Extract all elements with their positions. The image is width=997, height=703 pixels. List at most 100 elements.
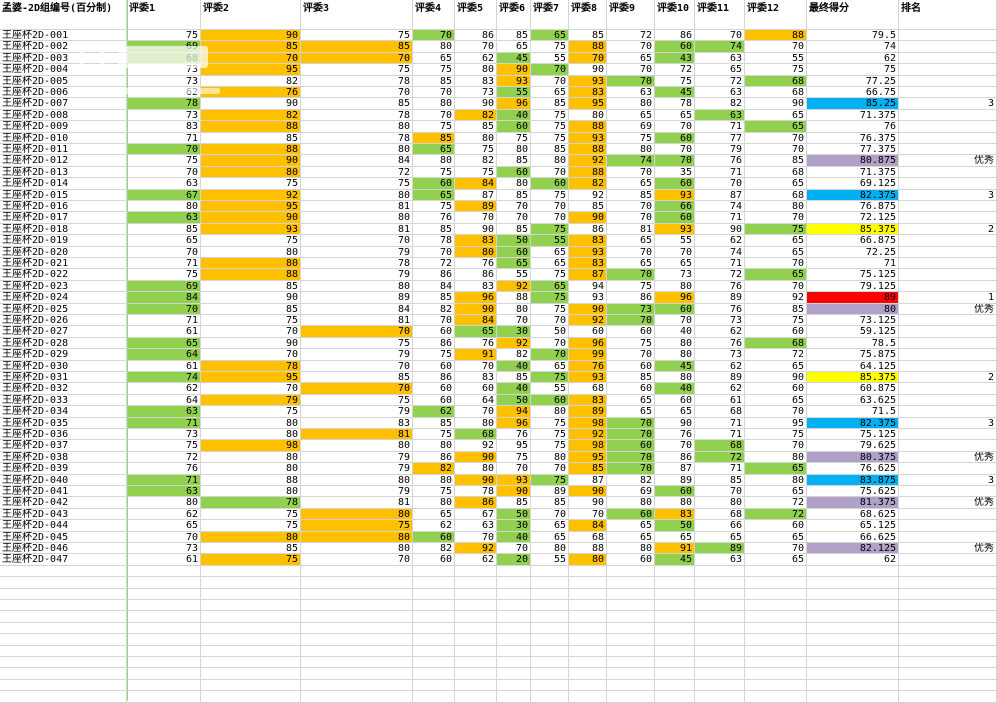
cell-entry-id[interactable]: 王座杯2D-031 — [0, 372, 127, 384]
cell-final-score[interactable]: 71.5 — [807, 406, 899, 418]
cell-rank[interactable] — [899, 258, 997, 270]
cell-judge-score[interactable]: 70 — [655, 246, 695, 258]
cell-judge-score[interactable]: 75 — [301, 30, 413, 42]
cell-judge-score[interactable]: 60 — [413, 360, 455, 372]
cell-judge-score[interactable]: 80 — [569, 554, 607, 566]
cell-judge-score[interactable]: 76 — [497, 429, 531, 441]
cell-judge-score[interactable]: 80 — [127, 201, 201, 213]
cell-judge-score[interactable]: 45 — [497, 52, 531, 65]
cell-judge-score[interactable]: 93 — [569, 246, 607, 258]
cell-judge-score[interactable]: 70 — [695, 30, 745, 42]
cell-judge-score[interactable]: 92 — [497, 337, 531, 350]
cell-judge-score[interactable]: 75 — [531, 303, 569, 315]
cell-judge-score[interactable]: 79 — [301, 451, 413, 464]
cell-judge-score[interactable]: 75 — [413, 429, 455, 441]
empty-cell[interactable] — [807, 668, 899, 680]
cell-entry-id[interactable]: 王座杯2D-036 — [0, 429, 127, 441]
cell-judge-score[interactable]: 60 — [655, 486, 695, 498]
empty-cell[interactable] — [413, 600, 455, 612]
cell-judge-score[interactable]: 55 — [531, 383, 569, 395]
empty-cell[interactable] — [301, 645, 413, 657]
cell-judge-score[interactable]: 70 — [531, 315, 569, 327]
cell-judge-score[interactable]: 70 — [607, 463, 655, 475]
cell-judge-score[interactable]: 70 — [301, 383, 413, 395]
cell-judge-score[interactable]: 92 — [569, 429, 607, 441]
empty-cell[interactable] — [807, 634, 899, 646]
empty-cell[interactable] — [127, 679, 201, 692]
cell-final-score[interactable]: 74 — [807, 41, 899, 53]
cell-judge-score[interactable]: 80 — [201, 258, 301, 270]
cell-judge-score[interactable]: 82 — [569, 178, 607, 190]
cell-judge-score[interactable]: 80 — [413, 440, 455, 452]
cell-judge-score[interactable]: 85 — [745, 303, 807, 315]
cell-judge-score[interactable]: 90 — [455, 223, 497, 236]
empty-cell[interactable] — [301, 657, 413, 669]
cell-final-score[interactable]: 82.375 — [807, 417, 899, 429]
cell-judge-score[interactable]: 75 — [531, 417, 569, 429]
cell-judge-score[interactable]: 65 — [607, 178, 655, 190]
cell-judge-score[interactable]: 64 — [455, 394, 497, 407]
cell-judge-score[interactable]: 75 — [301, 178, 413, 190]
cell-judge-score[interactable]: 80 — [531, 451, 569, 464]
cell-judge-score[interactable]: 68 — [695, 440, 745, 452]
cell-judge-score[interactable]: 92 — [455, 543, 497, 555]
cell-judge-score[interactable]: 61 — [127, 326, 201, 338]
cell-judge-score[interactable]: 76 — [455, 337, 497, 350]
cell-judge-score[interactable]: 75 — [745, 429, 807, 441]
cell-judge-score[interactable]: 75 — [127, 440, 201, 452]
cell-judge-score[interactable]: 90 — [569, 212, 607, 224]
cell-judge-score[interactable]: 73 — [127, 543, 201, 555]
cell-judge-score[interactable]: 71 — [695, 166, 745, 179]
empty-cell[interactable] — [413, 634, 455, 646]
cell-judge-score[interactable]: 84 — [455, 315, 497, 327]
cell-judge-score[interactable]: 74 — [607, 155, 655, 167]
cell-judge-score[interactable]: 91 — [655, 543, 695, 555]
empty-cell[interactable] — [497, 668, 531, 680]
cell-judge-score[interactable]: 60 — [655, 303, 695, 315]
cell-judge-score[interactable]: 75 — [413, 486, 455, 498]
empty-cell[interactable] — [0, 588, 127, 600]
empty-cell[interactable] — [497, 588, 531, 600]
cell-final-score[interactable]: 82.125 — [807, 543, 899, 555]
cell-final-score[interactable]: 69.125 — [807, 178, 899, 190]
cell-judge-score[interactable]: 80 — [127, 497, 201, 509]
empty-cell[interactable] — [745, 588, 807, 600]
cell-judge-score[interactable]: 70 — [655, 144, 695, 156]
cell-judge-score[interactable]: 50 — [531, 326, 569, 338]
cell-judge-score[interactable]: 60 — [655, 212, 695, 224]
cell-judge-score[interactable]: 86 — [413, 451, 455, 464]
cell-judge-score[interactable]: 72 — [655, 64, 695, 76]
empty-cell[interactable] — [301, 588, 413, 600]
cell-final-score[interactable]: 75.625 — [807, 486, 899, 498]
cell-judge-score[interactable]: 85 — [127, 223, 201, 236]
cell-judge-score[interactable]: 80 — [607, 543, 655, 555]
empty-cell[interactable] — [655, 679, 695, 692]
cell-judge-score[interactable]: 75 — [127, 269, 201, 281]
cell-entry-id[interactable]: 王座杯2D-044 — [0, 520, 127, 532]
cell-judge-score[interactable]: 65 — [745, 269, 807, 281]
empty-cell[interactable] — [807, 565, 899, 578]
column-header-judge-7[interactable]: 评委7 — [531, 0, 569, 30]
empty-cell[interactable] — [455, 600, 497, 612]
cell-judge-score[interactable]: 75 — [531, 189, 569, 201]
cell-judge-score[interactable]: 85 — [569, 201, 607, 213]
cell-judge-score[interactable]: 80 — [201, 166, 301, 179]
cell-entry-id[interactable]: 王座杯2D-029 — [0, 349, 127, 361]
cell-judge-score[interactable]: 50 — [497, 235, 531, 247]
cell-judge-score[interactable]: 78 — [655, 98, 695, 110]
empty-cell[interactable] — [695, 668, 745, 680]
cell-judge-score[interactable]: 90 — [201, 155, 301, 167]
empty-cell[interactable] — [127, 668, 201, 680]
cell-judge-score[interactable]: 82 — [695, 98, 745, 110]
empty-cell[interactable] — [127, 577, 201, 589]
cell-judge-score[interactable]: 71 — [695, 463, 745, 475]
cell-judge-score[interactable]: 60 — [607, 326, 655, 338]
cell-judge-score[interactable]: 91 — [455, 349, 497, 361]
cell-judge-score[interactable]: 65 — [607, 520, 655, 532]
cell-judge-score[interactable]: 93 — [655, 189, 695, 201]
empty-cell[interactable] — [745, 600, 807, 612]
cell-judge-score[interactable]: 79 — [301, 463, 413, 475]
cell-judge-score[interactable]: 70 — [497, 463, 531, 475]
cell-judge-score[interactable]: 67 — [127, 189, 201, 201]
cell-judge-score[interactable]: 70 — [745, 440, 807, 452]
